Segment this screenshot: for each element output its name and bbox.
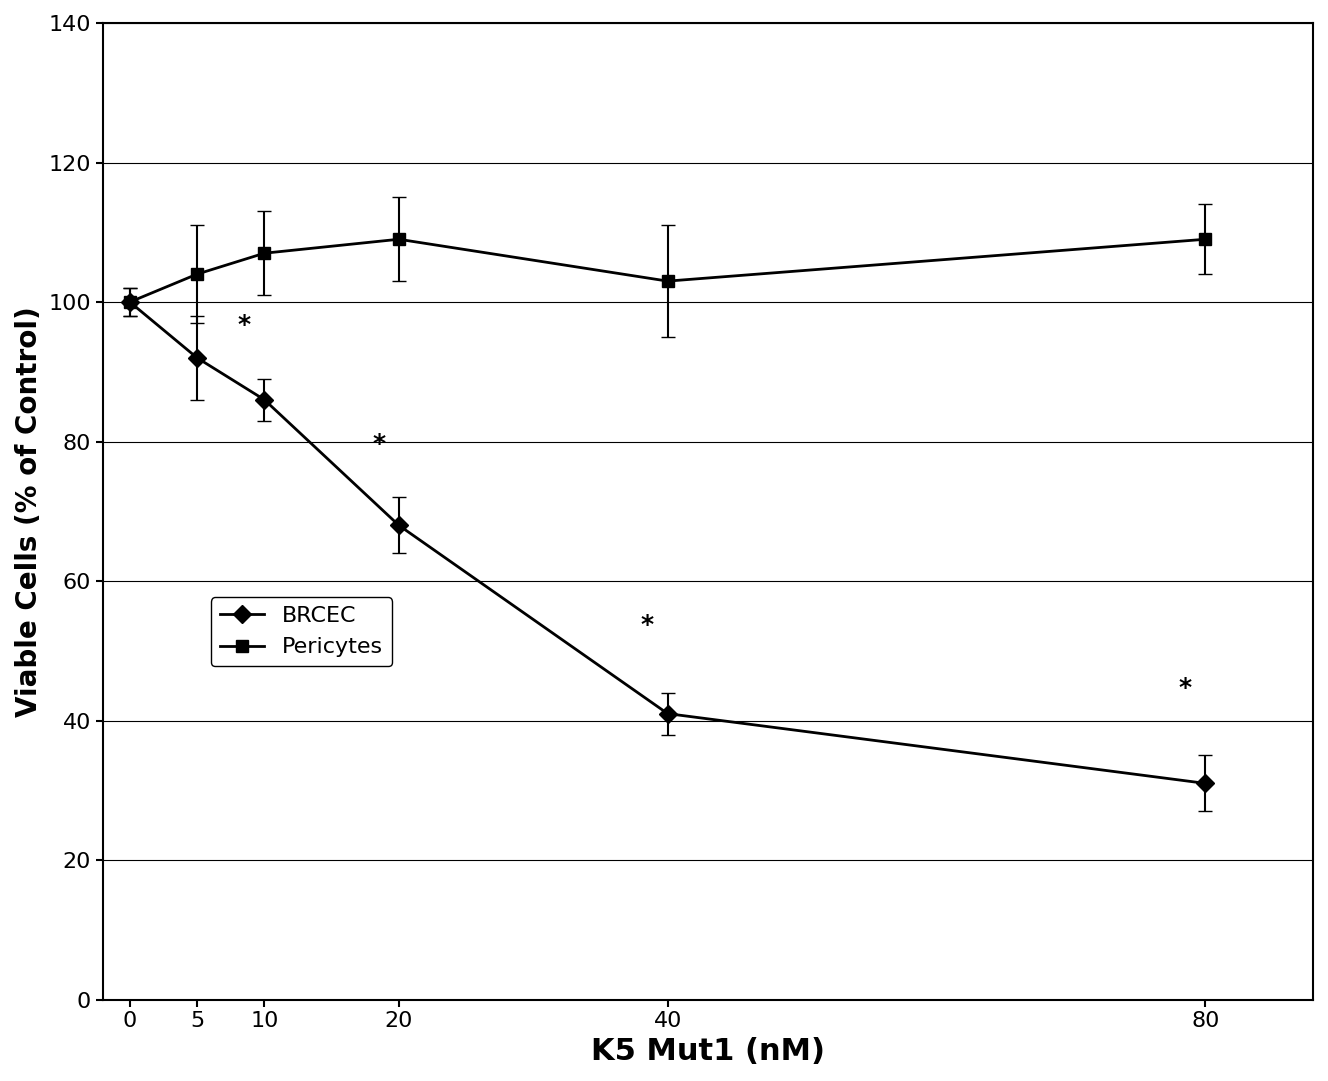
Legend: BRCEC, Pericytes: BRCEC, Pericytes [211, 598, 392, 666]
Text: *: * [1179, 676, 1191, 699]
Text: *: * [372, 431, 385, 455]
X-axis label: K5 Mut1 (nM): K5 Mut1 (nM) [591, 1037, 825, 1066]
Text: *: * [641, 613, 655, 637]
Y-axis label: Viable Cells (% of Control): Viable Cells (% of Control) [15, 306, 42, 717]
Text: *: * [238, 312, 251, 337]
